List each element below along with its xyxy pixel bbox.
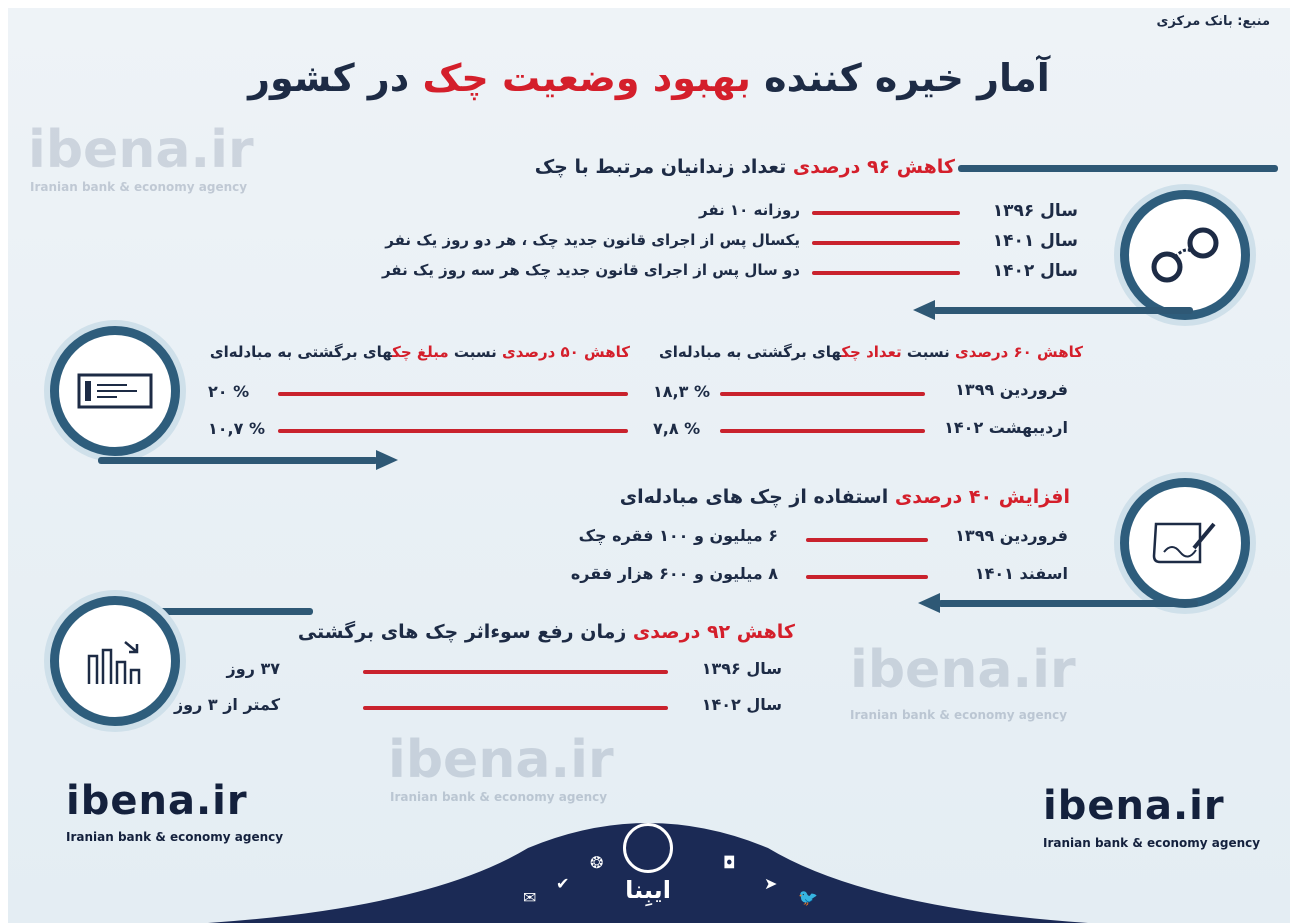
navy-divider-line bbox=[98, 608, 313, 615]
row-label: اسفند ۱۴۰۱ bbox=[974, 564, 1068, 583]
title-segment: کاهش ۶۰ درصدی bbox=[955, 343, 1083, 361]
row-amount: ۱۰,۷ % bbox=[208, 419, 265, 438]
row-label: فروردین ۱۳۹۹ bbox=[955, 380, 1068, 399]
section2-icon-circle bbox=[50, 326, 180, 456]
arrow-right bbox=[98, 457, 378, 464]
footer-logo: ایبِنا bbox=[625, 876, 671, 904]
aparat-icon[interactable]: ❂ bbox=[590, 853, 604, 872]
title-segment: کاهش ۹۲ درصدی bbox=[626, 621, 795, 643]
row-value: دو سال پس از اجرای قانون جدید چک هر سه ر… bbox=[381, 261, 800, 279]
row-value: ۶ میلیون و ۱۰۰ فقره چک bbox=[578, 526, 778, 545]
count-header: کاهش ۶۰ درصدی نسبت تعداد چکهای برگشتی به… bbox=[659, 343, 1083, 361]
red-connector-line bbox=[812, 241, 960, 245]
red-connector-line bbox=[278, 429, 628, 433]
title-part: در کشور bbox=[248, 56, 423, 100]
red-connector-line bbox=[278, 392, 628, 396]
row-value: روزانه ۱۰ نفر bbox=[699, 201, 800, 219]
title-segment: مبلغ چک bbox=[392, 343, 449, 361]
row-label: سال ۱۴۰۱ bbox=[992, 231, 1078, 251]
section3-title: افزایش ۴۰ درصدی استفاده از چک های مبادله… bbox=[620, 486, 1070, 508]
red-connector-line bbox=[812, 271, 960, 275]
title-segment: های برگشتی به مبادله‌ای bbox=[209, 343, 393, 361]
check-icon bbox=[77, 373, 153, 409]
red-connector-line bbox=[806, 538, 928, 542]
title-segment: کاهش ۵۰ درصدی bbox=[502, 343, 630, 361]
ibena-logo: ibena.ir bbox=[66, 778, 248, 824]
signing-document-icon bbox=[1152, 522, 1216, 564]
row-value: ۸ میلیون و ۶۰۰ هزار فقره bbox=[570, 564, 778, 583]
footer-wave bbox=[208, 823, 1088, 923]
source-label: منبع: بانک مرکزی bbox=[1156, 14, 1270, 29]
verified-icon[interactable]: ✔ bbox=[556, 874, 570, 893]
title-segment: زمان رفع سوءاثر چک های برگشتی bbox=[297, 621, 627, 643]
twitter-icon[interactable]: 🐦 bbox=[798, 888, 818, 907]
ibena-logo: ibena.ir bbox=[1043, 783, 1225, 829]
row-value: ۳۷ روز bbox=[226, 659, 280, 678]
row-label: سال ۱۳۹۶ bbox=[992, 201, 1078, 221]
title-segment: استفاده از چک های مبادله‌ای bbox=[619, 486, 889, 508]
title-segment: نسبت bbox=[901, 343, 956, 361]
navy-divider-line bbox=[958, 165, 1278, 172]
infographic: ibena.ir Iranian bank & economy agency i… bbox=[8, 8, 1290, 923]
title-segment: کاهش ۹۶ درصدی bbox=[786, 156, 955, 178]
red-connector-line bbox=[806, 575, 928, 579]
red-connector-line bbox=[720, 429, 925, 433]
row-label: سال ۱۳۹۶ bbox=[701, 659, 782, 678]
title-highlight: بهبود وضعیت چک bbox=[422, 56, 751, 100]
email-icon[interactable]: ✉ bbox=[523, 888, 537, 907]
arrow-left bbox=[933, 307, 1193, 314]
amount-header: کاهش ۵۰ درصدی نسبت مبلغ چکهای برگشتی به … bbox=[210, 343, 630, 361]
section4-icon-circle bbox=[50, 596, 180, 726]
podcast-icon[interactable] bbox=[623, 823, 673, 873]
section1-title: کاهش ۹۶ درصدی تعداد زندانیان مرتبط با چک bbox=[535, 156, 955, 178]
row-label: سال ۱۴۰۲ bbox=[992, 261, 1078, 281]
section1-icon-circle bbox=[1120, 190, 1250, 320]
instagram-icon[interactable]: ◘ bbox=[723, 853, 736, 872]
row-value: کمتر از ۳ روز bbox=[173, 695, 280, 714]
row-count: ۱۸,۳ % bbox=[653, 382, 710, 401]
title-segment: های برگشتی به مبادله‌ای bbox=[659, 343, 842, 361]
section4-title: کاهش ۹۲ درصدی زمان رفع سوءاثر چک های برگ… bbox=[298, 621, 795, 643]
title-segment: تعداد زندانیان مرتبط با چک bbox=[534, 156, 787, 178]
watermark-tagline: Iranian bank & economy agency bbox=[850, 708, 1068, 722]
ibena-tagline: Iranian bank & economy agency bbox=[1043, 836, 1261, 850]
title-part: آمار خیره کننده bbox=[750, 56, 1050, 100]
arrow-left bbox=[938, 600, 1198, 607]
watermark-tagline: Iranian bank & economy agency bbox=[30, 180, 248, 194]
arrowhead-icon bbox=[913, 300, 935, 320]
watermark: ibena.ir bbox=[388, 730, 614, 790]
page-title: آمار خیره کننده بهبود وضعیت چک در کشور bbox=[8, 56, 1290, 100]
telegram-icon[interactable]: ➤ bbox=[764, 874, 778, 893]
red-connector-line bbox=[363, 706, 668, 710]
section3-icon-circle bbox=[1120, 478, 1250, 608]
row-count: ۷,۸ % bbox=[653, 419, 701, 438]
title-segment: تعداد چک bbox=[841, 343, 902, 361]
title-segment: نسبت bbox=[448, 343, 503, 361]
row-amount: ۲۰ % bbox=[208, 382, 250, 401]
row-value: یکسال پس از اجرای قانون جدید چک ، هر دو … bbox=[385, 231, 800, 249]
watermark: ibena.ir bbox=[28, 120, 254, 180]
arrowhead-icon bbox=[918, 593, 940, 613]
red-connector-line bbox=[720, 392, 925, 396]
red-connector-line bbox=[812, 211, 960, 215]
watermark-tagline: Iranian bank & economy agency bbox=[390, 790, 608, 804]
ibena-tagline: Iranian bank & economy agency bbox=[66, 830, 284, 844]
bar-chart-down-icon bbox=[87, 641, 141, 684]
arrowhead-icon bbox=[376, 450, 398, 470]
red-connector-line bbox=[363, 670, 668, 674]
row-label: سال ۱۴۰۲ bbox=[701, 695, 782, 714]
watermark: ibena.ir bbox=[850, 640, 1076, 700]
handcuffs-icon bbox=[1151, 227, 1219, 283]
title-segment: افزایش ۴۰ درصدی bbox=[888, 486, 1070, 508]
row-label: اردیبهشت ۱۴۰۲ bbox=[944, 418, 1068, 437]
row-label: فروردین ۱۳۹۹ bbox=[955, 526, 1068, 545]
